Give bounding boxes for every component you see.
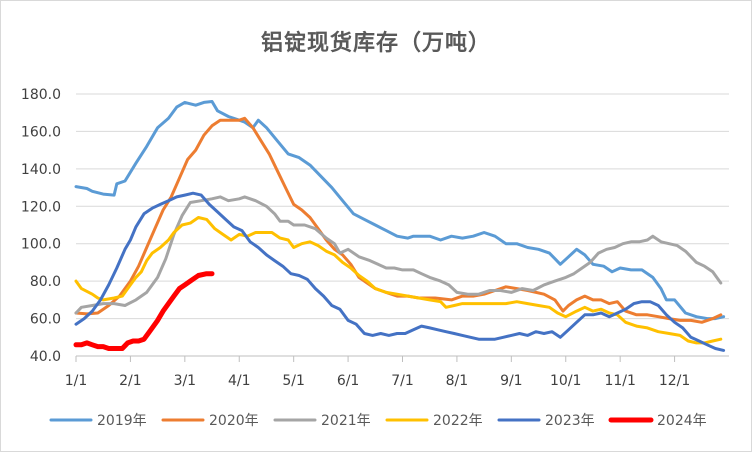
x-tick-label: 9/1 (500, 373, 523, 389)
x-tick-label: 10/1 (550, 373, 581, 389)
y-tick-label: 80.0 (30, 274, 61, 290)
x-tick-label: 11/1 (604, 373, 635, 389)
legend-item: 2020年 (161, 413, 259, 429)
legend-label: 2024年 (657, 413, 707, 429)
legend-item: 2022年 (385, 413, 483, 429)
x-tick-label: 1/1 (65, 373, 88, 389)
legend-label: 2020年 (209, 413, 259, 429)
x-tick-label: 3/1 (174, 373, 197, 389)
y-tick-label: 180.0 (21, 87, 61, 103)
legend-label: 2019年 (97, 413, 147, 429)
legend-label: 2022年 (433, 413, 483, 429)
y-tick-label: 40.0 (30, 349, 61, 365)
series-line-2024 (73, 271, 215, 351)
x-tick-label: 5/1 (282, 373, 305, 389)
legend-label: 2023年 (545, 413, 595, 429)
x-tick-label: 2/1 (119, 373, 142, 389)
x-axis: 1/1 2/1 3/1 4/1 5/1 6/1 7/1 8/1 9/1 10/1 11/1 12/1 (65, 356, 690, 389)
x-tick-label: 4/1 (228, 373, 251, 389)
legend: 2019年 2020年 2021年 2022年 2023年 2024年 (49, 413, 707, 429)
grid-layer (76, 93, 729, 357)
chart-title: 铝锭现货库存（万吨） (260, 31, 491, 56)
legend-item: 2019年 (49, 413, 147, 429)
series-line-2021 (74, 195, 723, 315)
x-tick-label: 8/1 (446, 373, 469, 389)
x-tick-label: 12/1 (659, 373, 690, 389)
legend-item: 2023年 (497, 413, 595, 429)
x-tick-label: 7/1 (391, 373, 414, 389)
legend-item: 2021年 (273, 413, 371, 429)
y-axis: 40.0 60.0 80.0 100.0 120.0 140.0 160.0 180.0 (21, 87, 61, 365)
legend-label: 2021年 (321, 413, 371, 429)
y-tick-label: 60.0 (30, 312, 61, 328)
series-line-2020 (74, 116, 723, 324)
y-tick-label: 100.0 (21, 237, 61, 253)
series-line-2022 (74, 216, 723, 345)
y-tick-label: 140.0 (21, 162, 61, 178)
y-tick-label: 160.0 (21, 124, 61, 140)
series-line-2023 (74, 191, 726, 352)
x-tick-label: 6/1 (337, 373, 360, 389)
legend-item: 2024年 (608, 413, 707, 429)
series-layer (73, 100, 726, 352)
series-line-2019 (74, 100, 726, 321)
y-tick-label: 120.0 (21, 199, 61, 215)
